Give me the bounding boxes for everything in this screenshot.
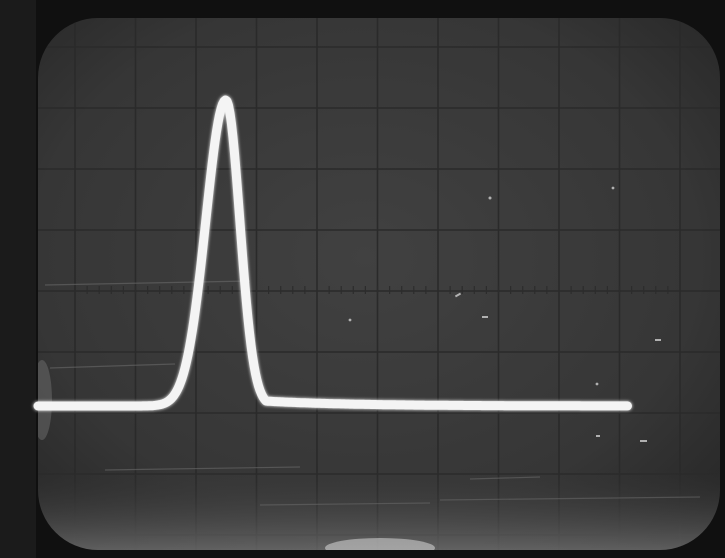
glare-spot bbox=[325, 538, 435, 550]
pulse-trace bbox=[33, 95, 632, 411]
bezel-left-strip bbox=[0, 0, 36, 558]
left-edge-glow bbox=[38, 360, 52, 440]
screen-surface bbox=[38, 18, 720, 550]
crt-screen bbox=[38, 18, 720, 550]
graticule-center-ticks bbox=[74, 286, 669, 294]
bottom-glare bbox=[38, 470, 720, 550]
specks bbox=[348, 186, 661, 442]
